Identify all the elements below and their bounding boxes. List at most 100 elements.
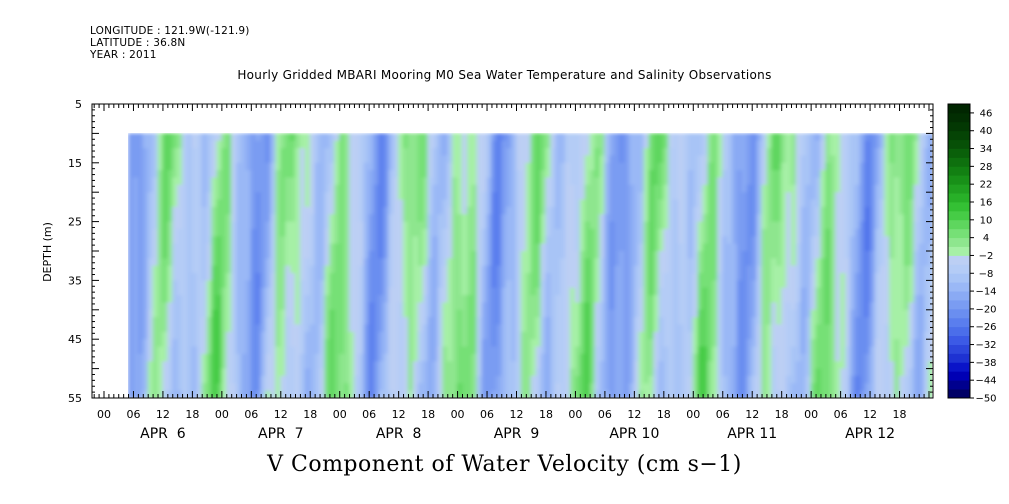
- x-hour-tick-label: 18: [303, 408, 317, 421]
- y-tick-label: 45: [68, 333, 82, 346]
- colorbar-swatch: [948, 371, 970, 381]
- colorbar-swatch: [948, 121, 970, 132]
- x-hour-tick-label: 18: [421, 408, 435, 421]
- y-tick-label: 25: [68, 216, 82, 229]
- longitude-label: LONGITUDE : 121.9W(-121.9): [90, 25, 250, 37]
- colorbar-swatch: [948, 264, 970, 274]
- y-axis-title: DEPTH (m): [41, 222, 54, 282]
- colorbar-tick-label: −8: [979, 269, 994, 280]
- x-hour-tick-label: 00: [451, 408, 465, 421]
- colorbar-tick-label: −20: [975, 304, 996, 315]
- x-hour-tick-label: 18: [657, 408, 671, 421]
- colorbar-swatch: [948, 175, 970, 185]
- x-hour-tick-label: 12: [745, 408, 759, 421]
- colorbar-swatch: [948, 130, 970, 141]
- colorbar-swatch: [948, 228, 970, 239]
- chart-title: Hourly Gridded MBARI Mooring M0 Sea Wate…: [237, 68, 772, 82]
- colorbar-swatch: [948, 219, 970, 230]
- x-hour-tick-label: 00: [686, 408, 700, 421]
- x-hour-tick-label: 00: [215, 408, 229, 421]
- y-tick-label: 15: [68, 157, 82, 170]
- colorbar-tick-label: 40: [980, 126, 993, 137]
- colorbar-tick-label: 46: [980, 108, 993, 119]
- colorbar-swatch: [948, 202, 970, 212]
- colorbar-swatch: [948, 246, 970, 256]
- x-hour-tick-label: 12: [274, 408, 288, 421]
- colorbar-swatch: [948, 344, 970, 354]
- x-hour-tick-label: 06: [598, 408, 612, 421]
- x-day-label: APR 8: [376, 426, 422, 442]
- x-day-label: APR 11: [727, 426, 777, 442]
- colorbar-swatch: [948, 166, 970, 176]
- axes-group: 00 06 12 18 00 06 12 18 00 06 12 18 00 06 12 18 00 06 12 18…: [68, 98, 933, 442]
- x-axis-title: V Component of Water Velocity (cm s−1): [267, 452, 742, 477]
- colorbar-swatch: [948, 389, 970, 399]
- colorbar-tick-label: 34: [980, 144, 993, 155]
- x-day-label: APR 6: [140, 426, 186, 442]
- x-hour-tick-label: 06: [834, 408, 848, 421]
- colorbar-tick-label: −32: [975, 340, 996, 351]
- x-hour-tick-label: 06: [126, 408, 140, 421]
- colorbar-swatch: [948, 237, 970, 247]
- x-hour-tick-label: 12: [627, 408, 641, 421]
- x-day-label: APR 9: [494, 426, 540, 442]
- x-hour-tick-label: 18: [775, 408, 789, 421]
- colorbar-swatch: [948, 353, 970, 363]
- x-hour-tick-label: 00: [97, 408, 111, 421]
- colorbar-tick-label: −14: [975, 287, 996, 298]
- colorbar-swatch: [948, 104, 970, 114]
- x-hour-tick-label: 12: [156, 408, 170, 421]
- x-hour-tick-label: 18: [539, 408, 553, 421]
- y-tick-label: 55: [68, 392, 82, 405]
- colorbar-tick-label: −38: [975, 358, 996, 369]
- x-hour-tick-label: 18: [185, 408, 199, 421]
- x-day-label: APR 10: [609, 426, 659, 442]
- x-day-label: APR 7: [258, 426, 304, 442]
- colorbar: 46 40 34 28 22 16 10 4 −2 −8 −14 −20 −26 −32 −38 −44 −50: [947, 103, 997, 405]
- colorbar-swatch: [948, 112, 970, 123]
- colorbar-swatch: [948, 300, 970, 310]
- colorbar-tick-label: 22: [980, 180, 993, 191]
- colorbar-tick-label: −26: [975, 322, 996, 333]
- latitude-label: LATITUDE : 36.8N: [90, 37, 186, 49]
- colorbar-swatch: [948, 193, 970, 203]
- colorbar-swatch: [948, 317, 970, 328]
- colorbar-swatch: [948, 362, 970, 372]
- x-hour-tick-label: 00: [804, 408, 818, 421]
- colorbar-tick-label: −2: [979, 251, 994, 262]
- x-hour-tick-label: 06: [716, 408, 730, 421]
- x-hour-tick-label: 12: [510, 408, 524, 421]
- x-hour-tick-label: 12: [863, 408, 877, 421]
- colorbar-swatch: [948, 184, 970, 194]
- colorbar-tick-label: −44: [975, 376, 996, 387]
- colorbar-swatch: [948, 157, 970, 167]
- colorbar-swatch: [948, 273, 970, 283]
- colorbar-swatch: [948, 282, 970, 292]
- colorbar-swatch: [948, 255, 970, 265]
- colorbar-tick-label: 28: [980, 162, 993, 173]
- x-hour-tick-label: 06: [244, 408, 258, 421]
- colorbar-swatch: [948, 210, 970, 221]
- heatmap-field: [128, 133, 932, 398]
- colorbar-swatch: [948, 326, 970, 337]
- x-hour-tick-label: 00: [333, 408, 347, 421]
- colorbar-swatch: [948, 380, 970, 390]
- x-day-label: APR 12: [845, 426, 895, 442]
- colorbar-tick-label: 16: [980, 198, 993, 209]
- y-tick-label: 35: [68, 274, 82, 287]
- colorbar-tick-label: 10: [980, 215, 993, 226]
- x-hour-tick-label: 06: [362, 408, 376, 421]
- colorbar-swatch: [948, 335, 970, 345]
- colorbar-swatch: [948, 308, 970, 319]
- colorbar-swatch: [948, 148, 970, 158]
- colorbar-swatch: [948, 291, 970, 301]
- x-hour-tick-label: 12: [392, 408, 406, 421]
- year-label: YEAR : 2011: [90, 49, 157, 61]
- colorbar-tick-label: −50: [975, 394, 996, 405]
- x-hour-tick-label: 18: [893, 408, 907, 421]
- y-tick-label: 5: [75, 98, 82, 111]
- colorbar-tick-label: 4: [983, 233, 989, 244]
- x-hour-tick-label: 00: [568, 408, 582, 421]
- colorbar-swatch: [948, 139, 970, 149]
